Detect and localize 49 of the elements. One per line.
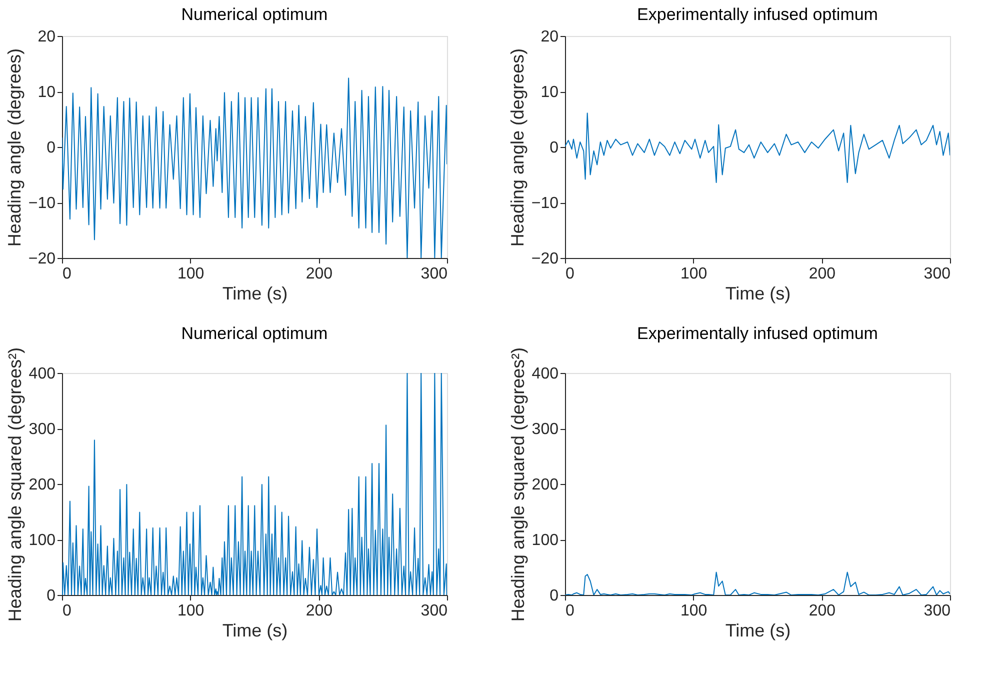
x-axis-title: Time (s) xyxy=(222,620,288,640)
y-tick-label: 0 xyxy=(46,140,56,156)
x-tick-label: 200 xyxy=(808,602,836,620)
chart-title: Numerical optimum xyxy=(181,5,328,24)
y-tick-label: 400 xyxy=(28,366,56,382)
x-tick-label: 100 xyxy=(177,602,204,620)
y-tick-label: −20 xyxy=(531,250,559,268)
y-axis-title: Heading angle squared (degrees²) xyxy=(4,347,25,622)
y-tick-label: 200 xyxy=(28,476,56,494)
y-axis-title: Heading angle (degrees) xyxy=(507,48,528,247)
y-tick-label: 20 xyxy=(540,28,559,46)
x-tick-label: 100 xyxy=(177,266,204,282)
x-axis-title: Time (s) xyxy=(725,620,791,640)
y-tick-label: 10 xyxy=(540,84,559,101)
y-tick-label: −20 xyxy=(28,250,56,268)
y-tick-label: 200 xyxy=(532,476,559,494)
y-tick-label: 100 xyxy=(532,532,559,549)
y-tick-label: 0 xyxy=(550,140,559,156)
chart-title: Numerical optimum xyxy=(181,324,328,343)
x-tick-label: 0 xyxy=(62,602,72,620)
x-tick-label: 200 xyxy=(306,266,333,282)
line-series xyxy=(565,112,950,184)
x-tick-label: 300 xyxy=(924,266,951,282)
x-axis-title: Time (s) xyxy=(725,284,791,304)
y-tick-label: 300 xyxy=(28,421,56,438)
x-tick-label: 200 xyxy=(306,602,333,620)
x-tick-label: 300 xyxy=(420,602,448,620)
y-tick-label: −10 xyxy=(28,195,56,212)
y-tick-label: 10 xyxy=(38,84,56,101)
y-tick-label: 300 xyxy=(532,421,559,438)
y-tick-label: 20 xyxy=(38,28,56,46)
y-tick-label: −10 xyxy=(531,195,559,212)
x-tick-label: 0 xyxy=(566,602,574,620)
x-axis-title: Time (s) xyxy=(222,284,288,304)
y-tick-label: 400 xyxy=(532,366,559,382)
y-tick-label: 100 xyxy=(28,532,56,549)
x-tick-label: 0 xyxy=(62,266,72,282)
x-tick-label: 100 xyxy=(680,602,708,620)
y-tick-label: 0 xyxy=(46,588,56,604)
x-tick-label: 300 xyxy=(924,602,951,620)
y-axis-title: Heading angle (degrees) xyxy=(4,48,24,247)
x-tick-label: 200 xyxy=(808,266,836,282)
chart-title: Experimentally infused optimum xyxy=(637,324,878,343)
y-axis-title: Heading angle squared (degrees²) xyxy=(508,347,528,622)
x-tick-label: 100 xyxy=(680,266,708,282)
chart-title: Experimentally infused optimum xyxy=(637,5,878,24)
y-tick-label: 0 xyxy=(550,588,559,604)
x-tick-label: 300 xyxy=(420,266,448,282)
x-tick-label: 0 xyxy=(566,266,574,282)
